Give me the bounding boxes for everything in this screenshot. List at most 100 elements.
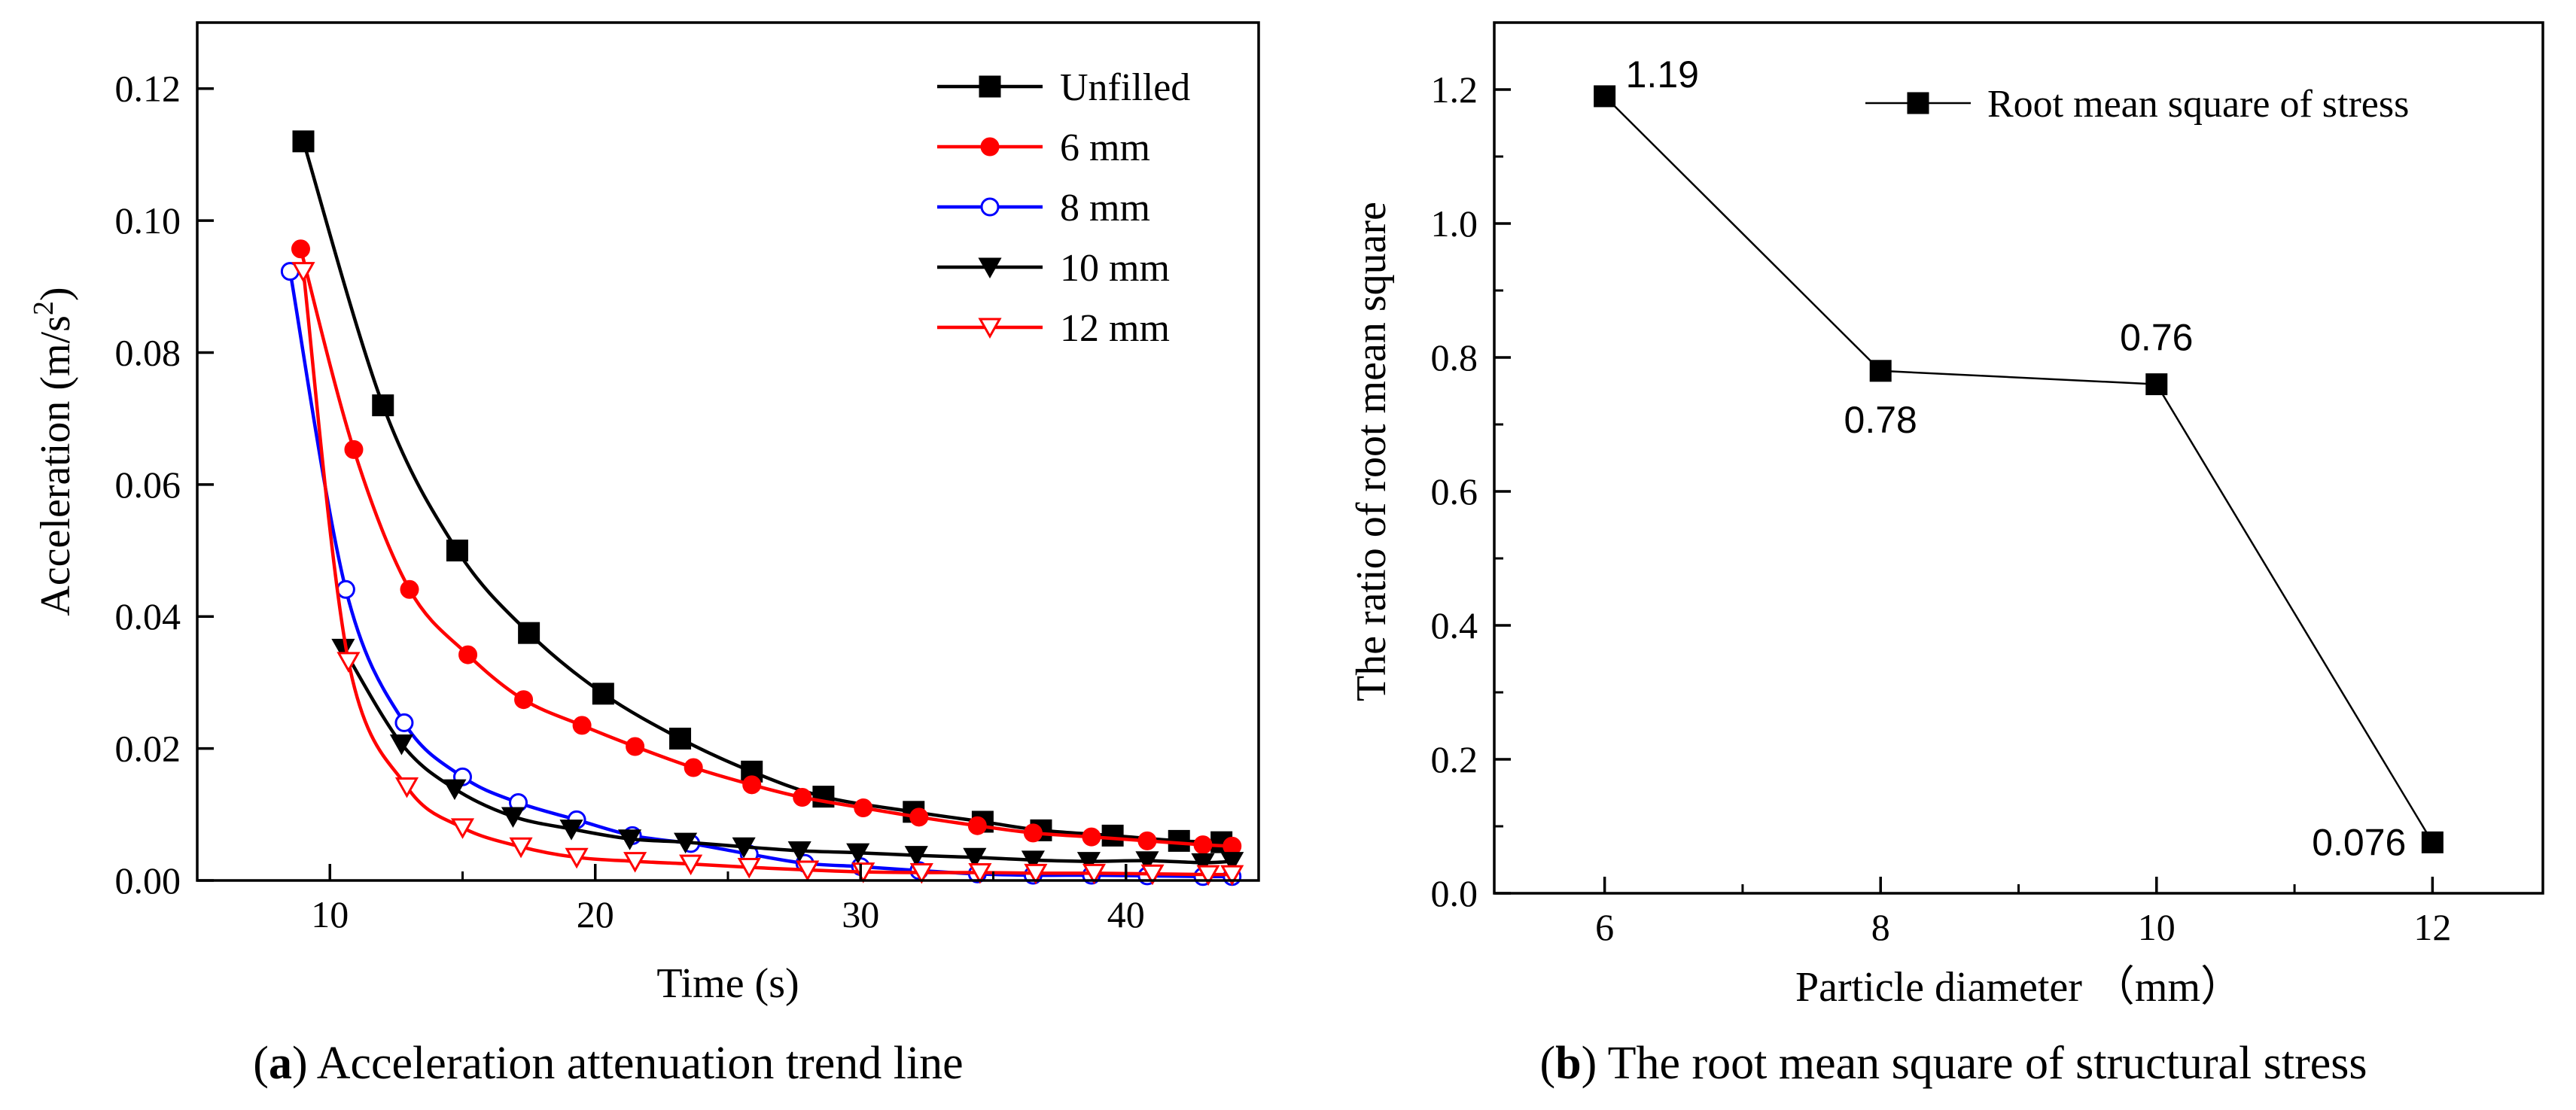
data-point xyxy=(443,779,467,801)
legend-marker xyxy=(1907,92,1929,114)
data-point xyxy=(389,734,413,756)
data-point xyxy=(742,775,762,795)
data-point xyxy=(450,818,475,839)
legend-label: Unfilled xyxy=(1060,66,1190,109)
chart-a-series-10-mm xyxy=(331,638,1244,874)
chart-b-y-tick-label: 1.0 xyxy=(1431,202,1478,245)
data-point xyxy=(1168,829,1190,852)
chart-a-y-axis-title: Acceleration (m/s2) xyxy=(28,287,79,616)
chart-b-y-tick-label: 0.6 xyxy=(1431,470,1478,512)
data-point xyxy=(1021,850,1045,871)
legend-label: 6 mm xyxy=(1060,126,1150,169)
data-point xyxy=(394,777,419,798)
chart-b-series-rms: 1.19 0.78 0.76 0.076 xyxy=(1594,53,2444,863)
data-point xyxy=(684,758,703,777)
data-point xyxy=(796,860,820,882)
data-point xyxy=(812,786,835,808)
data-point xyxy=(400,579,419,599)
chart-b-caption: (b) The root mean square of structural s… xyxy=(1539,1038,2367,1089)
data-point xyxy=(904,846,928,867)
data-point xyxy=(618,829,642,850)
data-point xyxy=(291,239,310,259)
data-point xyxy=(501,807,525,828)
data-label: 0.78 xyxy=(1844,399,1917,441)
legend-marker xyxy=(980,197,1000,217)
data-point xyxy=(674,832,698,854)
data-point xyxy=(793,788,812,807)
chart-a-x-tick-label: 20 xyxy=(577,893,614,935)
data-point xyxy=(1082,827,1101,847)
series-line xyxy=(1603,96,2434,844)
data-point xyxy=(679,854,703,876)
data-point xyxy=(851,862,875,883)
data-point xyxy=(565,847,589,869)
chart-a-x-axis-title: Time (s) xyxy=(656,960,799,1007)
chart-b-x-tick-label: 12 xyxy=(2413,906,2451,948)
chart-b: 1.19 0.78 0.76 0.076 6 8 10 12 0.0 0.2 0.4 0.6 0.8 1… xyxy=(1348,21,2544,1089)
data-point xyxy=(1023,823,1043,843)
legend-marker xyxy=(980,137,1000,157)
data-point xyxy=(1193,835,1213,855)
chart-b-y-tick-label: 1.2 xyxy=(1431,68,1478,111)
data-point xyxy=(514,690,534,710)
data-point xyxy=(909,862,933,884)
legend-marker xyxy=(978,318,1002,339)
chart-b-x-tick-label: 10 xyxy=(2138,906,2176,948)
data-point xyxy=(509,837,533,859)
data-point xyxy=(909,807,929,827)
chart-a-y-tick-label: 0.12 xyxy=(115,68,181,110)
chart-b-y-tick-label: 0.4 xyxy=(1431,604,1478,646)
data-point xyxy=(1869,360,1892,382)
data-point xyxy=(292,130,315,153)
data-point xyxy=(559,820,583,841)
data-point xyxy=(336,652,361,673)
legend-marker xyxy=(979,75,1001,98)
legend-label: 8 mm xyxy=(1060,187,1150,230)
chart-b-y-axis-title: The ratio of root mean square xyxy=(1348,202,1395,701)
data-point xyxy=(968,862,992,884)
chart-b-x-axis-title: Particle diameter （mm） xyxy=(1795,964,2243,1011)
chart-b-y-tick-label: 0.8 xyxy=(1431,336,1478,379)
data-point xyxy=(291,262,315,283)
data-point xyxy=(737,857,761,879)
chart-a-series-6-mm xyxy=(291,239,1242,856)
data-point xyxy=(1137,831,1157,850)
legend-marker xyxy=(978,257,1002,279)
data-point xyxy=(1101,824,1124,847)
data-point xyxy=(623,852,647,873)
chart-a-x-tick-label: 10 xyxy=(311,893,349,935)
data-point xyxy=(967,816,987,835)
chart-b-y-tick-label: 0.2 xyxy=(1431,738,1478,780)
data-point xyxy=(669,727,692,750)
data-point xyxy=(1196,865,1220,886)
chart-b-y-tick-label: 0.0 xyxy=(1431,872,1478,914)
chart-b-x-tick-label: 8 xyxy=(1871,906,1890,948)
data-point xyxy=(1594,85,1616,108)
series-line xyxy=(301,141,1222,844)
data-point xyxy=(344,439,364,459)
data-point xyxy=(1024,863,1048,885)
chart-a-x-tick-label: 30 xyxy=(842,893,879,935)
data-point xyxy=(372,394,394,417)
data-point xyxy=(854,798,873,818)
data-point xyxy=(336,579,355,599)
series-line xyxy=(288,271,1232,879)
data-point xyxy=(572,716,592,735)
data-point xyxy=(394,713,414,732)
data-point xyxy=(2145,373,2168,396)
chart-a-legend: Unfilled 6 mm 8 mm 10 mm 12 mm xyxy=(937,66,1190,350)
data-point xyxy=(458,645,478,664)
series-line xyxy=(301,271,1232,877)
data-point xyxy=(592,683,614,705)
data-point xyxy=(1220,865,1244,886)
chart-a-y-tick-label: 0.06 xyxy=(115,464,181,506)
data-point xyxy=(732,837,756,859)
chart-a-y-tick-label: 0.10 xyxy=(115,199,181,242)
chart-a-x-tick-label: 40 xyxy=(1107,893,1145,935)
data-point xyxy=(2421,831,2444,853)
data-label: 0.076 xyxy=(2312,821,2406,863)
data-point xyxy=(1140,864,1165,886)
legend-label: 10 mm xyxy=(1060,247,1170,290)
chart-a-series-12-mm xyxy=(291,262,1244,886)
chart-a-y-tick-label: 0.08 xyxy=(115,331,181,373)
